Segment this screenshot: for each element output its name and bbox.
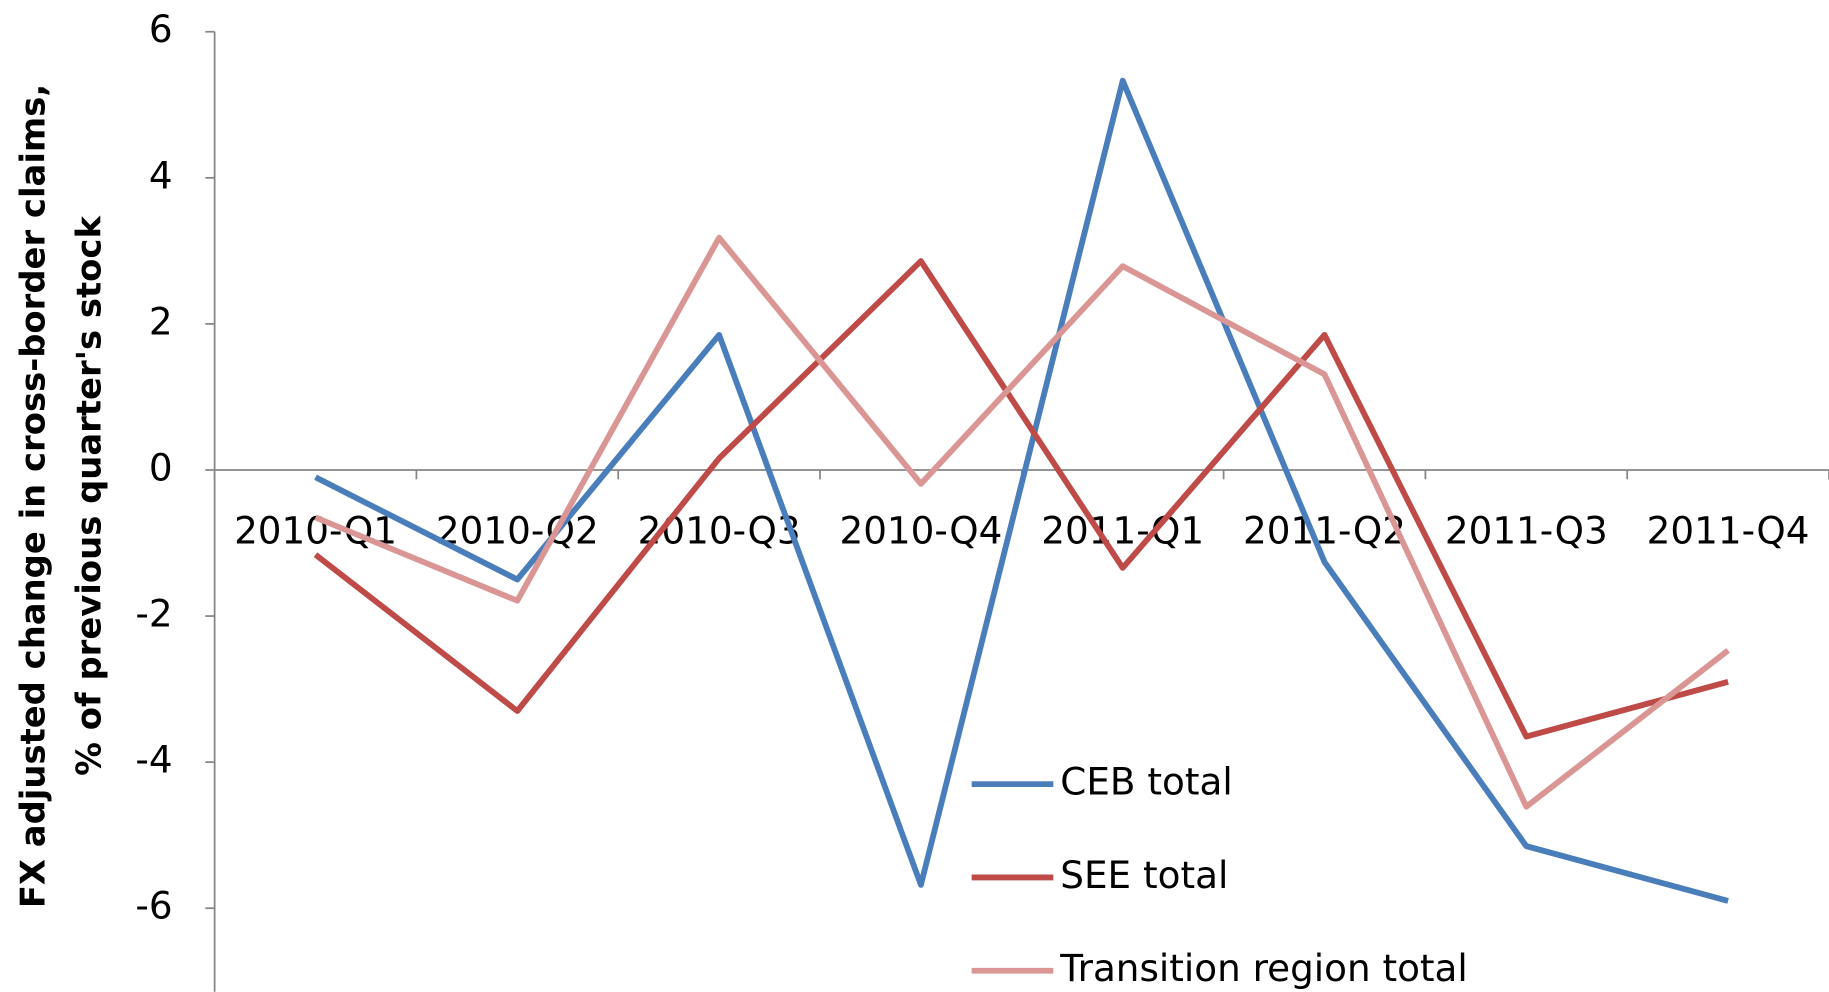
legend-label: Transition region total bbox=[1059, 946, 1468, 990]
y-tick-label: 4 bbox=[149, 153, 173, 197]
y-axis-label: FX adjusted change in cross-border claim… bbox=[13, 84, 108, 908]
legend-label: SEE total bbox=[1060, 853, 1228, 897]
line-series bbox=[314, 234, 1730, 810]
y-axis-label-line: % of previous quarter's stock bbox=[69, 215, 108, 776]
y-tick-label: 6 bbox=[149, 7, 173, 51]
x-tick-label: 2010-Q2 bbox=[436, 508, 599, 552]
y-tick-label: 2 bbox=[149, 299, 173, 343]
x-tick-label: 2011-Q3 bbox=[1445, 508, 1608, 552]
y-axis-label-line: FX adjusted change in cross-border claim… bbox=[13, 84, 52, 908]
y-tick-label: -2 bbox=[135, 592, 172, 636]
x-tick-label: 2011-Q2 bbox=[1243, 508, 1406, 552]
x-tick-label: 2011-Q1 bbox=[1041, 508, 1204, 552]
y-tick-label: -6 bbox=[135, 884, 172, 928]
x-tick-label: 2010-Q4 bbox=[839, 508, 1002, 552]
x-tick-label: 2011-Q4 bbox=[1647, 508, 1810, 552]
y-tick-label: 0 bbox=[149, 445, 173, 489]
line-series bbox=[314, 77, 1729, 904]
legend-label: CEB total bbox=[1060, 760, 1232, 804]
x-tick-label: 2010-Q1 bbox=[234, 508, 397, 552]
y-tick-label: -4 bbox=[135, 738, 172, 782]
line-series bbox=[313, 258, 1729, 740]
